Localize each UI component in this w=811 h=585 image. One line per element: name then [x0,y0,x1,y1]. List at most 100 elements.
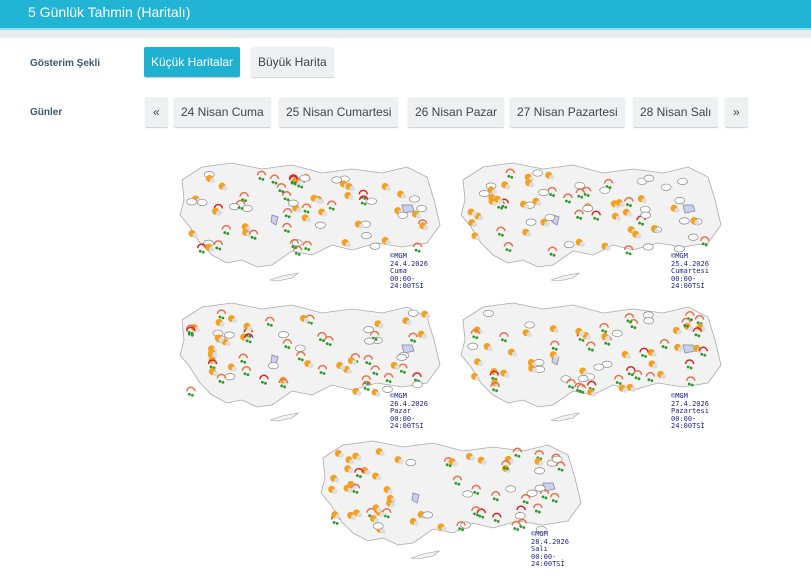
sun-icon [471,372,481,381]
cloud-icon [268,362,279,370]
turkey-map [179,302,441,422]
cloud-icon [364,337,375,345]
cloud-icon [582,204,594,212]
rain-icon [412,242,423,253]
sun-icon [587,388,597,397]
cloud-icon [642,243,654,251]
sun-icon [419,222,429,231]
sun-icon [214,334,224,343]
rain-icon [452,475,463,486]
rain-icon [503,241,514,253]
sun-icon [545,171,555,180]
cloud-icon [223,331,235,339]
storm-icon [684,359,695,370]
forecast-map[interactable]: ©MGM 28.4.2026 Salı 00:00-24:00TSİ [313,433,585,569]
sun-icon [528,364,538,373]
sun-icon [579,367,589,376]
storm-icon [358,189,369,200]
rain-icon [501,460,511,471]
day-tab-27[interactable]: 27 Nisan Pazartesi [510,97,625,127]
rain-icon [547,246,558,257]
cloud-icon [186,198,197,206]
sun-icon [618,384,628,393]
rain-icon [550,340,560,351]
cloud-icon [331,176,342,184]
page-header: 5 Günlük Tahmin (Haritalı) [0,0,811,30]
sun-icon [372,504,382,513]
cloud-icon [369,242,381,250]
rain-icon [470,328,481,340]
sun-icon [386,499,396,508]
rain-icon [520,493,531,505]
cloud-icon [366,197,377,205]
cloud-icon [526,489,538,497]
day-tab-28[interactable]: 28 Nisan Salı [633,97,719,127]
map-day: Pazartesi [671,407,709,415]
rain-icon [302,240,312,251]
sun-icon [347,357,357,366]
next-button[interactable]: » [725,97,748,127]
map-time: 00:00-24:00TSİ [531,552,565,568]
rain-icon [282,222,292,233]
sun-icon [626,383,636,392]
forecast-map[interactable]: ©MGM 25.4.2026 Cumartesi 00:00-24:00TSİ [453,155,725,291]
cloud-icon [678,217,690,225]
sun-icon [345,456,355,465]
sun-icon [522,329,532,338]
sun-icon [696,323,706,332]
day-tab-25[interactable]: 25 Nisan Cumartesi [279,97,399,127]
cloud-icon [677,177,688,185]
map-date: 25.4.2026 [671,259,709,268]
day-tab-24[interactable]: 24 Nisan Cuma [174,97,271,127]
forecast-map[interactable]: ©MGM 26.4.2026 Pazar 00:00-24:00TSİ [172,295,444,431]
cloud-icon [551,455,563,463]
day-tab-26[interactable]: 26 Nisan Pazar [408,97,505,127]
forecast-map[interactable]: ©MGM 27.4.2026 Pazartesi 00:00-24:00TSİ [453,295,725,431]
sun-icon [397,190,407,199]
cloud-icon [462,490,473,498]
storm-icon [489,370,500,381]
sun-icon [344,465,354,474]
cloud-icon [363,326,375,334]
cloud-icon [478,189,490,198]
sun-icon [437,523,447,532]
cloud-icon [224,373,236,381]
rain-icon [256,170,267,181]
sun-icon [501,181,511,190]
rain-icon [496,226,506,237]
sun-icon [208,349,218,358]
cloud-icon [538,188,549,196]
sun-icon [690,217,700,226]
rain-icon [265,316,275,327]
sun-icon [301,214,311,223]
sun-icon [615,199,625,208]
sun-icon [371,388,381,397]
rain-icon [235,199,246,210]
sun-icon [215,318,225,328]
rain-icon [628,318,639,330]
map-source: ©MGM [671,252,688,260]
cloud-icon [593,363,605,371]
prev-button[interactable]: « [145,97,168,127]
days-label: Günler [30,107,63,118]
page-title: 5 Günlük Tahmin (Haritalı) [28,4,191,20]
forecast-map[interactable]: ©MGM 24.4.2026 Cuma 00:00-24:00TSİ [172,155,444,291]
rain-icon [301,203,312,214]
rain-icon [278,378,288,389]
rain-icon [381,508,392,519]
map-source: ©MGM [531,530,548,538]
large-map-button[interactable]: Büyük Harita [251,47,334,77]
rain-icon [282,208,293,219]
sun-icon [228,315,238,324]
rain-icon [549,492,560,503]
sun-icon [369,515,379,524]
sun-icon [347,511,357,520]
rain-icon [276,182,287,194]
cloud-icon [405,459,417,467]
map-source: ©MGM [390,392,407,400]
cloud-icon [396,353,408,361]
rain-icon [574,382,584,393]
sun-icon [657,370,667,380]
sun-icon [465,452,475,462]
small-maps-button[interactable]: Küçük Haritalar [144,47,241,77]
